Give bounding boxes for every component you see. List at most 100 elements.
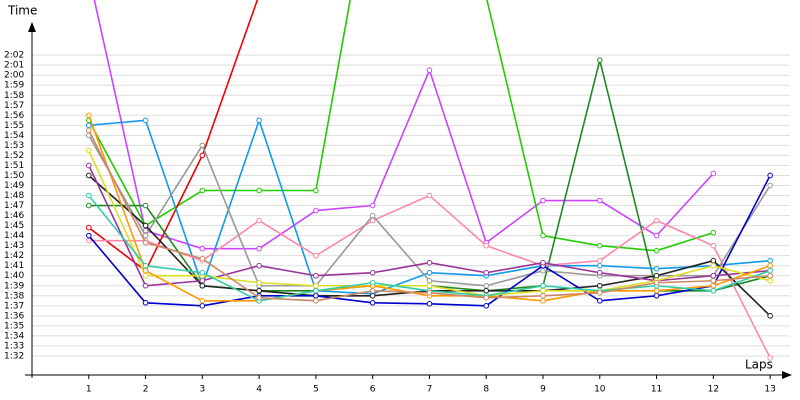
point: [256, 117, 262, 124]
point: [142, 300, 149, 306]
point: [369, 279, 376, 286]
y-tick-label: 2:02: [4, 51, 24, 61]
point: [596, 269, 603, 276]
point: [85, 122, 92, 129]
point: [85, 147, 92, 154]
series-line: [88, 194, 771, 359]
point: [483, 303, 490, 309]
point: [426, 277, 433, 284]
point: [426, 67, 433, 73]
y-tick-label: 1:56: [4, 111, 24, 121]
y-tick-label: 2:00: [4, 71, 24, 81]
point: [142, 117, 149, 124]
y-tick-label: 1:37: [4, 301, 24, 311]
x-axis-title: Laps: [745, 358, 773, 372]
point: [767, 182, 773, 189]
point: [313, 207, 319, 214]
point: [596, 289, 603, 296]
point: [426, 301, 433, 307]
point: [369, 202, 376, 209]
point: [483, 269, 490, 276]
point: [199, 142, 206, 149]
point: [540, 259, 546, 266]
point: [313, 252, 319, 259]
point: [256, 262, 262, 269]
point: [426, 269, 433, 276]
point: [85, 202, 92, 209]
point: [313, 187, 319, 194]
point: [199, 245, 206, 252]
y-tick-label: 1:51: [4, 161, 24, 171]
point: [142, 239, 149, 246]
point: [199, 282, 206, 289]
point: [256, 217, 262, 224]
y-tick-label: 1:59: [4, 81, 24, 91]
y-tick-label: 1:42: [4, 251, 24, 261]
point: [596, 197, 603, 204]
point: [199, 187, 206, 194]
point: [256, 187, 262, 194]
point: [256, 287, 262, 294]
point: [540, 287, 546, 294]
y-tick-label: 1:32: [4, 351, 24, 361]
point: [426, 192, 433, 199]
point: [483, 294, 490, 301]
point: [313, 282, 319, 289]
point: [85, 232, 92, 239]
y-tick-label: 1:47: [4, 201, 24, 211]
point: [710, 262, 717, 269]
x-tick-label: 10: [594, 385, 606, 395]
point: [540, 267, 546, 274]
point: [767, 355, 773, 361]
y-tick-label: 1:39: [4, 281, 24, 291]
point: [653, 217, 660, 224]
y-tick-label: 1:57: [4, 101, 24, 111]
y-tick-label: 1:34: [4, 331, 24, 341]
x-tick-label: 1: [86, 385, 92, 395]
point: [653, 272, 660, 279]
point: [710, 242, 717, 249]
y-tick-label: 1:49: [4, 181, 24, 191]
point: [653, 292, 660, 299]
x-tick-label: 13: [764, 385, 775, 395]
point: [256, 279, 262, 286]
point: [596, 282, 603, 289]
point: [596, 242, 603, 249]
point: [85, 112, 92, 119]
y-tick-label: 1:50: [4, 171, 24, 181]
point: [85, 237, 92, 244]
y-tick-label: 1:44: [4, 231, 24, 241]
x-tick-label: 8: [483, 385, 489, 395]
x-tick-label: 6: [370, 385, 376, 395]
point: [142, 272, 149, 279]
point: [653, 247, 660, 254]
series-line: [88, 0, 714, 252]
x-tick-label: 9: [540, 385, 546, 395]
point: [199, 303, 206, 309]
point: [653, 287, 660, 294]
series-line: [93, 0, 714, 250]
point: [313, 272, 319, 279]
point: [142, 202, 149, 209]
point: [710, 282, 717, 289]
point: [369, 212, 376, 219]
y-axis-arrow: [28, 22, 36, 32]
point: [85, 172, 92, 179]
point: [142, 262, 149, 269]
y-tick-label: 1:54: [4, 131, 24, 141]
point: [256, 245, 262, 252]
y-tick-label: 1:48: [4, 191, 24, 201]
y-tick-label: 1:40: [4, 271, 24, 281]
y-tick-label: 1:45: [4, 221, 24, 231]
y-tick-label: 1:53: [4, 141, 24, 151]
y-tick-label: 1:33: [4, 341, 24, 351]
y-axis-title: Time: [7, 4, 37, 18]
point: [767, 172, 773, 179]
point: [767, 262, 773, 269]
point: [313, 298, 319, 304]
y-tick-label: 1:35: [4, 321, 24, 331]
x-tick-label: 3: [199, 385, 205, 395]
point: [767, 267, 773, 274]
point: [369, 217, 376, 224]
